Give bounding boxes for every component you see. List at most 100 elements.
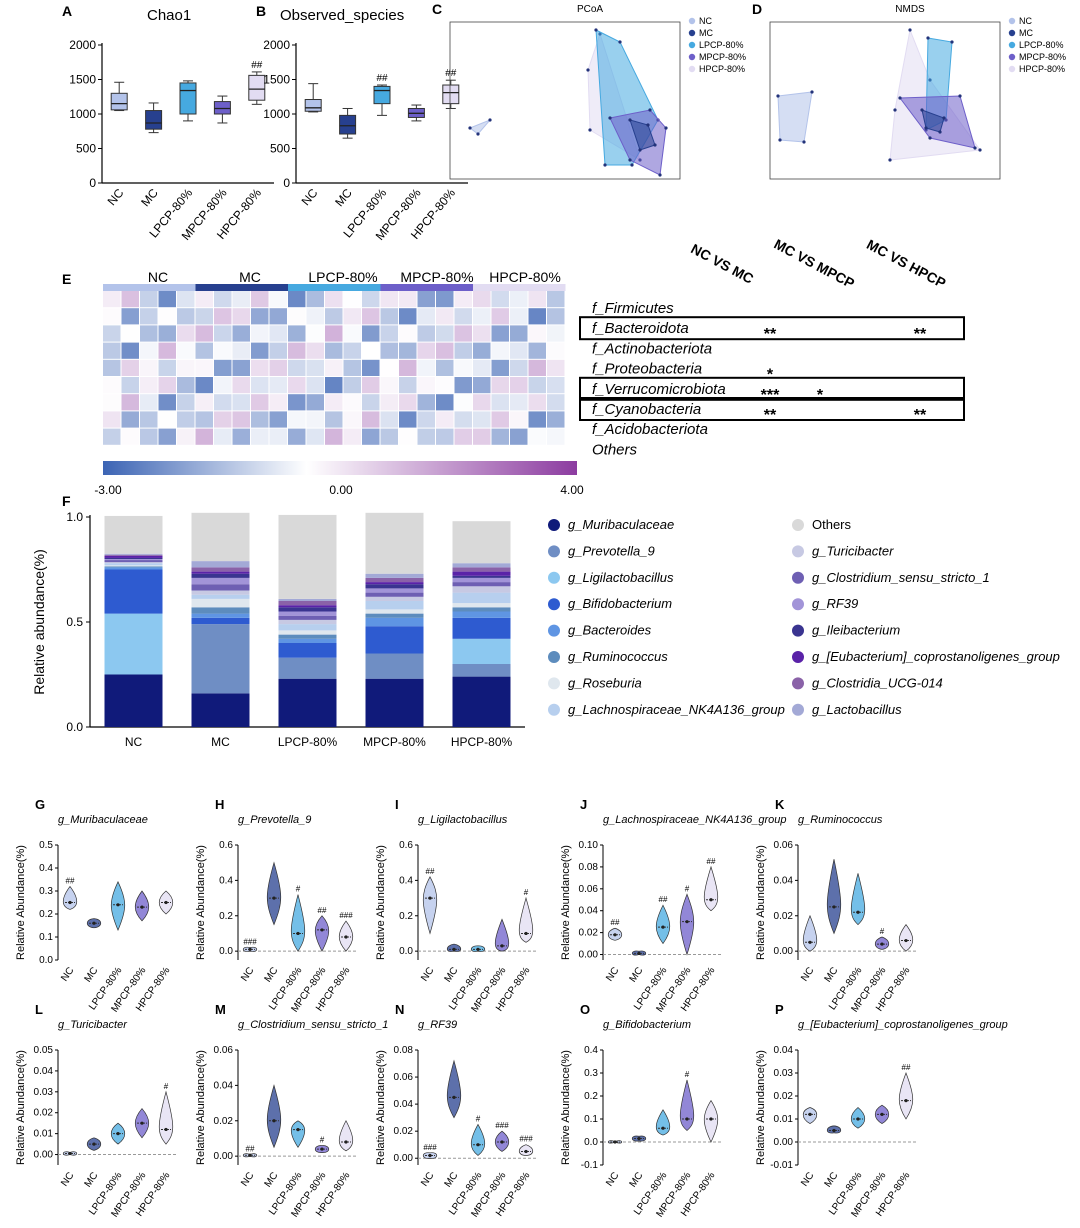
bar-segment-g_[Eubacterium]_coprostanoligenes_group <box>104 555 163 558</box>
sample-point <box>476 132 480 136</box>
violin-HPCP-80% <box>518 896 534 943</box>
bar-segment-g_Ileibacterium <box>104 557 163 559</box>
sig-mark: ### <box>243 938 257 947</box>
heatmap-cell <box>251 428 269 445</box>
legend-dot <box>688 53 696 61</box>
legend-label: g_Clostridium_sensu_stricto_1 <box>812 570 990 585</box>
sig-stars: *** <box>761 387 780 404</box>
y-tick-label: 0.03 <box>34 1087 54 1098</box>
heatmap-cell <box>454 342 472 359</box>
violin-point <box>880 1112 884 1116</box>
heatmap-cell <box>251 308 269 325</box>
legend-label: g_Bacteroides <box>568 623 652 638</box>
panel-title: g_Bifidobacterium <box>603 1019 691 1031</box>
sig-mark: # <box>320 1136 325 1145</box>
heatmap-cell <box>343 325 361 342</box>
bar-segment-g_Lachnospiraceae_NK4A136_group <box>191 594 250 599</box>
bar-segment-g_Turicibacter <box>191 590 250 595</box>
heatmap-cell <box>547 428 565 445</box>
heatmap-cell <box>491 325 509 342</box>
y-axis-label: Relative Abundance(%) <box>15 1050 27 1165</box>
heatmap-cell <box>140 325 158 342</box>
comparison-label: MC VS HPCP <box>864 236 948 291</box>
y-axis-label: Relative Abundance(%) <box>375 1050 387 1165</box>
violin-point <box>428 1153 432 1158</box>
heatmap-cell <box>325 377 343 394</box>
heatmap-group-bar <box>380 284 473 291</box>
heatmap-cell <box>306 308 324 325</box>
heatmap-cell <box>491 308 509 325</box>
y-tick-label: 0.0 <box>219 946 233 957</box>
heatmap-cell <box>121 291 139 308</box>
heatmap-cell <box>528 291 546 308</box>
violin-point <box>344 1140 348 1144</box>
violin-point <box>856 910 860 914</box>
x-tick-label: NC <box>59 965 76 983</box>
heatmap-cell <box>454 308 472 325</box>
heatmap-cell <box>177 377 195 394</box>
bar-segment-g_Ruminococcus <box>365 613 424 618</box>
x-tick-label: NC <box>419 965 436 983</box>
panel-d-nmds: D NMDS NC MC LPCP-80% MPCP-80% HPCP-80% <box>752 1 1066 180</box>
heatmap-cell <box>103 291 121 308</box>
violin-LPCP-80% <box>850 873 866 926</box>
heatmap-cell <box>103 411 121 428</box>
heatmap-cell <box>288 325 306 342</box>
heatmap-cell <box>269 411 287 428</box>
heatmap-cell <box>325 394 343 411</box>
violin-point <box>500 944 504 948</box>
violin-point <box>500 1140 504 1144</box>
violin-point <box>164 1127 168 1132</box>
sig-mark: # <box>296 885 301 894</box>
heatmap-cell <box>177 428 195 445</box>
y-tick-label: 0.00 <box>774 1137 794 1148</box>
heatmap-cell <box>380 291 398 308</box>
y-tick-label: 0.04 <box>214 1080 234 1091</box>
legend-swatch <box>792 703 804 716</box>
violin-point <box>116 1132 120 1136</box>
heatmap-cell <box>269 359 287 376</box>
sample-point <box>893 108 897 112</box>
heatmap-cell <box>195 377 213 394</box>
heatmap-cell <box>103 394 121 411</box>
highlight-box <box>579 376 965 401</box>
bar-segment-g_Muribaculaceae <box>104 674 163 727</box>
heatmap-cell <box>343 411 361 428</box>
bar-segment-g_RF39 <box>365 588 424 593</box>
violin-point <box>856 1117 860 1121</box>
heatmap-cell <box>473 411 491 428</box>
heatmap-cell <box>343 359 361 376</box>
scale-label: -3.00 <box>94 483 122 497</box>
heatmap-cell <box>547 325 565 342</box>
y-tick-label: 0.2 <box>39 909 53 920</box>
panel-letter: A <box>62 3 72 19</box>
y-tick-label: 0.04 <box>774 1045 794 1056</box>
panel-letter: F <box>62 493 71 509</box>
heatmap-cell <box>288 428 306 445</box>
heatmap-cell <box>436 308 454 325</box>
heatmap-cell <box>380 377 398 394</box>
y-tick-label: 0.02 <box>214 1116 234 1127</box>
legend-label: g_Muribaculaceae <box>568 517 674 532</box>
legend-label: g_Clostridia_UCG-014 <box>812 675 943 690</box>
heatmap-cell <box>158 394 176 411</box>
heatmap-cell <box>158 342 176 359</box>
legend-swatch <box>548 624 560 637</box>
legend-label: MC <box>699 28 713 38</box>
heatmap-cell <box>158 291 176 308</box>
heatmap-cell <box>528 411 546 428</box>
violin-point <box>476 1143 480 1147</box>
sample-point <box>588 128 592 132</box>
violin-point <box>637 951 641 956</box>
sig-mark: ## <box>902 1063 911 1072</box>
highlight-box <box>579 397 965 421</box>
heatmap-cell <box>547 308 565 325</box>
heatmap-cell <box>269 325 287 342</box>
sample-point <box>468 126 472 130</box>
heatmap-cell <box>251 342 269 359</box>
heatmap-cell <box>195 308 213 325</box>
violin-point <box>904 1099 908 1103</box>
heatmap-cell <box>436 325 454 342</box>
bar-segment-g_Turicibacter <box>104 562 163 564</box>
